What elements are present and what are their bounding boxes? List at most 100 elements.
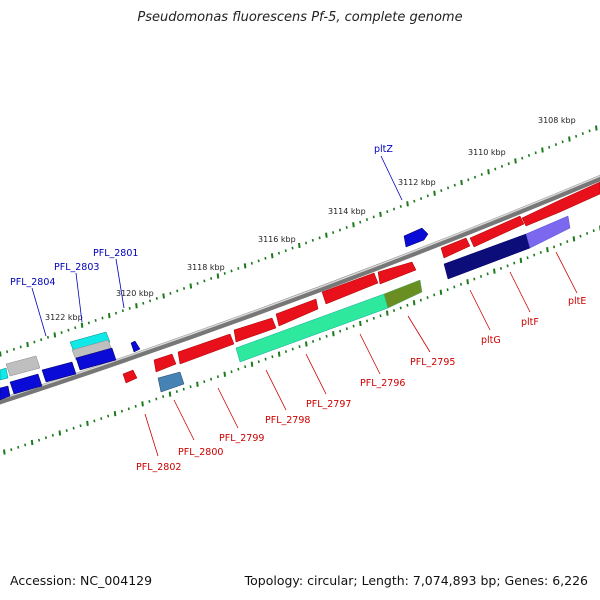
gene-label-PFL_2795[interactable]: PFL_2795: [410, 357, 455, 368]
feature-band-slate[interactable]: [525, 215, 571, 249]
gene-label-PFL_2803[interactable]: PFL_2803: [54, 262, 99, 273]
genome-summary-text: Topology: circular; Length: 7,074,893 bp…: [244, 573, 588, 588]
inner-scale-tick: [359, 320, 362, 327]
gene-PFL_2802-arrow[interactable]: [122, 369, 138, 384]
outer-scale-tick: [270, 253, 274, 259]
outer-scale-tick: [440, 189, 443, 192]
leader-line-pltF: [509, 271, 531, 313]
gene-label-pltF[interactable]: pltF: [521, 317, 539, 328]
outer-scale-tick: [284, 249, 287, 253]
outer-scale-tick: [203, 279, 206, 283]
gene-label-PFL_2801[interactable]: PFL_2801: [93, 248, 138, 259]
inner-scale-tick: [100, 417, 103, 420]
outer-scale-tick: [128, 306, 131, 310]
outer-scale-tick: [581, 132, 584, 135]
outer-scale-tick: [460, 179, 463, 186]
inner-scale-tick: [479, 274, 483, 278]
outer-scale-tick: [338, 228, 341, 232]
feature-track[interactable]: [157, 215, 571, 393]
inner-scale-tick: [264, 357, 267, 361]
outer-scale-tick: [87, 321, 90, 325]
gene-pltE-arrow[interactable]: [521, 181, 600, 227]
outer-scale-tick: [0, 351, 2, 357]
inner-scale-tick: [305, 341, 308, 347]
inner-scale-tick: [366, 319, 369, 323]
outer-scale-tick: [379, 211, 382, 217]
gene-label-pltZ[interactable]: pltZ: [374, 144, 393, 155]
outer-scale-tick: [541, 147, 544, 153]
gene-pltG-arrow[interactable]: [440, 237, 471, 259]
gene-label-PFL_2800[interactable]: PFL_2800: [178, 447, 223, 458]
gene-PFL_2799-arrow[interactable]: [177, 333, 235, 365]
inner-scale-tick: [519, 257, 523, 264]
gene-PFL_2804c-pseudo-arrow[interactable]: [5, 355, 41, 377]
outer-scale-tick: [487, 169, 490, 175]
inner-scale-tick: [37, 438, 41, 442]
inner-scale-tick: [493, 268, 496, 274]
reverse-gene-track[interactable]: [0, 227, 429, 401]
gene-PFL_2804d-arrow[interactable]: [9, 373, 43, 395]
leader-line-pltG: [469, 289, 491, 331]
inner-scale-tick: [345, 327, 348, 331]
outer-scale-tick: [575, 134, 578, 138]
outer-scale-tick: [155, 296, 158, 300]
gene-PFL_2801-arrow[interactable]: [130, 340, 141, 353]
outer-scale-tick: [311, 238, 314, 242]
outer-scale-tick: [372, 215, 375, 219]
outer-scale-tick: [514, 158, 517, 164]
inner-scale-tick: [24, 443, 27, 447]
gene-label-PFL_2798[interactable]: PFL_2798: [265, 415, 310, 426]
inner-scale-tick: [44, 436, 48, 440]
gene-label-PFL_2799[interactable]: PFL_2799: [219, 433, 264, 444]
gene-PFL_2798-arrow[interactable]: [233, 317, 277, 343]
inner-scale-tick: [134, 404, 137, 408]
gene-label-PFL_2804[interactable]: PFL_2804: [10, 277, 55, 288]
gene-label-PFL_2797[interactable]: PFL_2797: [306, 399, 351, 410]
outer-scale-tick: [264, 256, 267, 260]
outer-scale-tick: [467, 178, 470, 182]
gene-label-pltG[interactable]: pltG: [481, 335, 501, 346]
inner-scale-tick: [216, 375, 219, 379]
gene-PFL_2797-arrow[interactable]: [275, 298, 319, 327]
gene-left-reverse-arrow[interactable]: [0, 385, 11, 401]
gene-label-PFL_2796[interactable]: PFL_2796: [360, 378, 405, 389]
leader-line-PFL_2799: [217, 387, 239, 429]
gene-label-PFL_2802[interactable]: PFL_2802: [136, 462, 181, 473]
inner-scale-tick: [189, 385, 192, 389]
gene-left-rna-arrow[interactable]: [0, 367, 9, 381]
leader-line-PFL_2804: [31, 287, 47, 337]
inner-scale-tick: [58, 430, 62, 436]
gene-PFL_2796-arrow[interactable]: [321, 272, 379, 305]
gene-pltZ-arrow[interactable]: [403, 227, 429, 248]
inner-scale-tick: [325, 334, 328, 338]
inner-scale-tick: [3, 449, 6, 455]
scale-label-3112: 3112 kbp: [398, 178, 436, 187]
outer-scale-tick: [318, 236, 321, 240]
feature-band-steel[interactable]: [157, 371, 185, 393]
gene-PFL_2800-arrow[interactable]: [153, 353, 177, 373]
scale-label-3118: 3118 kbp: [187, 263, 225, 272]
forward-gene-track[interactable]: [122, 181, 600, 384]
gene-pltF-arrow[interactable]: [469, 215, 525, 248]
inner-scale-tick: [72, 426, 75, 430]
outer-scale-tick: [74, 326, 77, 330]
outer-scale-tick: [359, 220, 362, 224]
inner-scale-tick: [209, 377, 213, 381]
outer-scale-tick: [426, 194, 429, 198]
outer-scale-tick: [250, 261, 253, 265]
inner-scale-tick: [79, 424, 82, 428]
inner-scale-tick: [352, 324, 355, 328]
feature-band-olive[interactable]: [383, 279, 423, 309]
gene-PFL_2795-arrow[interactable]: [377, 261, 417, 285]
gene-PFL_2804-arrow[interactable]: [75, 347, 117, 371]
gene-PFL_2803-arrow[interactable]: [69, 331, 111, 353]
outer-scale-tick: [169, 292, 172, 295]
gene-label-pltE[interactable]: pltE: [568, 296, 586, 307]
inner-scale-tick: [311, 340, 315, 343]
outer-scale-tick: [101, 316, 104, 320]
outer-scale-tick: [399, 205, 402, 208]
outer-scale-tick: [67, 328, 70, 332]
inner-scale-tick: [168, 391, 172, 397]
gene-PFL_2804b-arrow[interactable]: [41, 361, 77, 383]
